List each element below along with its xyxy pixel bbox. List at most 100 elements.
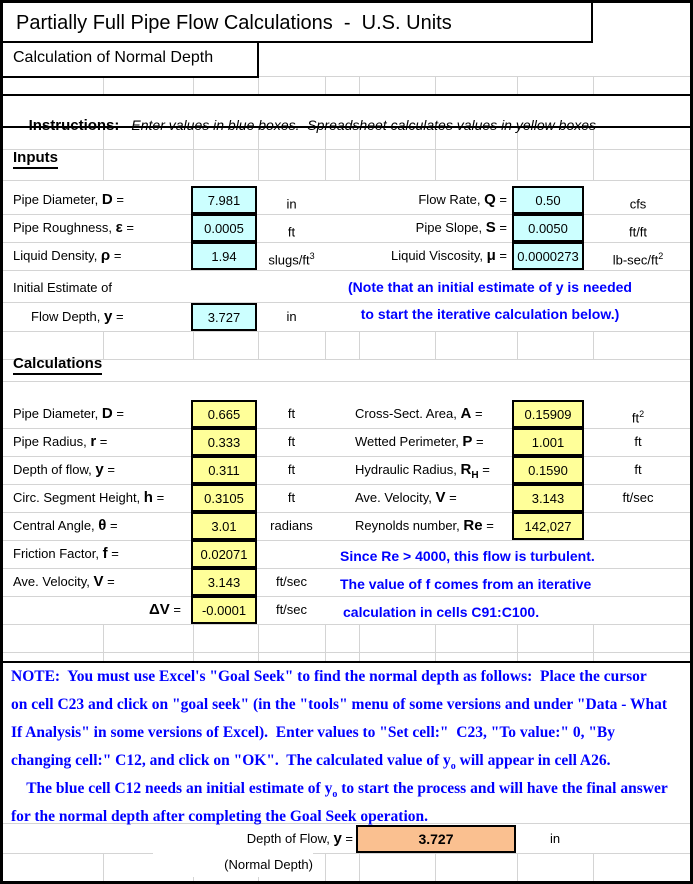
section-rule	[3, 94, 690, 96]
page-subtitle: Calculation of Normal Depth	[13, 49, 214, 66]
label-liquid-density: Liquid Density, ρ =	[13, 247, 122, 264]
input-cell-flow-depth-estimate[interactable]: 3.727	[191, 303, 257, 331]
title-cell-border	[591, 3, 593, 43]
input-cell-pipe-slope[interactable]: 0.0050	[512, 214, 584, 242]
label-calc-pipe-diameter: Pipe Diameter, D =	[13, 405, 124, 422]
calc-cell-wetted-perimeter: 1.001	[512, 428, 584, 456]
label-wetted-perimeter: Wetted Perimeter, P =	[355, 433, 484, 450]
instructions-text: Enter values in blue boxes. Spreadsheet …	[131, 117, 597, 133]
label-pipe-roughness: Pipe Roughness, ε =	[13, 219, 134, 236]
label-reynolds-number: Reynolds number, Re =	[355, 517, 494, 534]
label-flow-rate: Flow Rate, Q =	[418, 191, 507, 208]
note-line: changing cell:" C12, and click on "OK". …	[11, 752, 611, 773]
input-cell-flow-rate[interactable]: 0.50	[512, 186, 584, 214]
unit-pipe-roughness: ft	[287, 224, 296, 240]
gridline	[3, 180, 690, 181]
calc-cell-pipe-diameter: 0.665	[191, 400, 257, 428]
calc-cell-pipe-radius: 0.333	[191, 428, 257, 456]
grid-band	[3, 624, 690, 661]
unit-wetted-perimeter: ft	[634, 434, 642, 449]
gridline	[3, 456, 690, 457]
calc-cell-depth-of-flow: 0.311	[191, 456, 257, 484]
gridline	[3, 540, 690, 541]
unit-flow-rate: cfs	[629, 196, 647, 212]
unit-liquid-density: slugs/ft3	[268, 251, 315, 268]
unit-ave-velocity: ft/sec	[275, 574, 308, 589]
unit-pipe-diameter: in	[286, 196, 297, 212]
input-cell-liquid-density[interactable]: 1.94	[191, 242, 257, 270]
gridline	[3, 596, 690, 597]
calculations-heading: Calculations	[13, 355, 103, 375]
subtitle-underline	[3, 76, 258, 78]
gridline	[3, 512, 690, 513]
unit-pipe-radius: ft	[287, 434, 296, 449]
grid-band	[3, 331, 690, 360]
label-ave-velocity-right: Ave. Velocity, V =	[355, 489, 457, 506]
gridline	[3, 302, 690, 303]
unit-flow-depth-estimate: in	[286, 309, 297, 324]
calc-cell-reynolds-number: 142,027	[512, 512, 584, 540]
label-cross-sect-area: Cross-Sect. Area, A =	[355, 405, 483, 422]
label-circ-segment-height: Circ. Segment Height, h =	[13, 489, 165, 506]
gridline	[3, 823, 690, 824]
label-flow-depth-estimate: Flow Depth, y =	[31, 308, 124, 325]
gridline	[3, 484, 690, 485]
calc-cell-hydraulic-radius: 0.1590	[512, 456, 584, 484]
turbulent-note-line1: Since Re > 4000, this flow is turbulent.	[340, 548, 595, 564]
goal-seek-note: NOTE: You must use Excel's "Goal Seek" t…	[11, 663, 668, 831]
gridline	[3, 428, 690, 429]
label-central-angle: Central Angle, θ =	[13, 517, 118, 534]
note-line: NOTE: You must use Excel's "Goal Seek" t…	[11, 668, 647, 685]
note-line: If Analysis" in some versions of Excel).…	[11, 724, 616, 741]
label-result-depth-of-flow: Depth of Flow, y =	[246, 830, 353, 847]
grid-band	[3, 76, 690, 94]
gridline	[3, 568, 690, 569]
label-friction-factor: Friction Factor, f =	[13, 545, 119, 562]
unit-circ-segment-height: ft	[287, 490, 296, 505]
input-cell-pipe-diameter[interactable]: 7.981	[191, 186, 257, 214]
label-pipe-diameter-in: Pipe Diameter, D =	[13, 191, 124, 208]
gridline	[3, 242, 690, 243]
subtitle-cell-border	[257, 41, 259, 78]
unit-depth-of-flow: ft	[287, 462, 296, 477]
unit-cross-sect-area: ft2	[631, 409, 645, 426]
result-cell-normal-depth: 3.727	[356, 825, 516, 853]
unit-ave-velocity-right: ft/sec	[622, 490, 654, 505]
unit-delta-v: ft/sec	[275, 602, 308, 617]
gridline	[3, 381, 690, 382]
calc-cell-circ-segment-height: 0.3105	[191, 484, 257, 512]
unit-hydraulic-radius: ft	[634, 462, 642, 477]
label-ave-velocity: Ave. Velocity, V =	[13, 573, 115, 590]
calc-cell-delta-v: -0.0001	[191, 596, 257, 624]
instructions: Instructions: Enter values in blue boxes.…	[13, 101, 596, 150]
label-depth-of-flow: Depth of flow, y =	[13, 461, 115, 478]
label-pipe-radius: Pipe Radius, r =	[13, 433, 108, 450]
unit-liquid-viscosity: lb-sec/ft2	[612, 251, 664, 268]
section-rule	[3, 661, 690, 663]
note-line: on cell C23 and click on "goal seek" (in…	[11, 696, 668, 713]
label-hydraulic-radius: Hydraulic Radius, RH =	[355, 461, 490, 481]
note-line: The blue cell C12 needs an initial estim…	[11, 780, 668, 801]
unit-result: in	[549, 831, 561, 846]
turbulent-note-line3: calculation in cells C91:C100.	[343, 604, 540, 620]
calc-cell-friction-factor: 0.02071	[191, 540, 257, 568]
turbulent-note-line2: The value of f comes from an iterative	[340, 576, 592, 592]
calc-cell-central-angle: 3.01	[191, 512, 257, 540]
label-liquid-viscosity: Liquid Viscosity, μ =	[390, 247, 507, 264]
input-cell-pipe-roughness[interactable]: 0.0005	[191, 214, 257, 242]
label-initial-estimate: Initial Estimate of	[13, 280, 112, 295]
label-delta-v: ΔV =	[148, 601, 181, 618]
note-line: for the normal depth after completing th…	[11, 808, 429, 825]
grid-band	[3, 853, 690, 881]
input-cell-liquid-viscosity[interactable]: 0.0000273	[512, 242, 584, 270]
label-normal-depth: (Normal Depth)	[153, 853, 313, 877]
gridline	[3, 214, 690, 215]
section-rule	[3, 126, 690, 128]
calc-cell-ave-velocity-right: 3.143	[512, 484, 584, 512]
unit-calc-pipe-diameter: ft	[287, 406, 296, 421]
unit-central-angle: radians	[270, 518, 313, 533]
grid-band	[3, 126, 690, 180]
title-underline	[3, 41, 593, 43]
inputs-heading: Inputs	[13, 149, 58, 169]
page-title: Partially Full Pipe Flow Calculations - …	[16, 12, 452, 34]
